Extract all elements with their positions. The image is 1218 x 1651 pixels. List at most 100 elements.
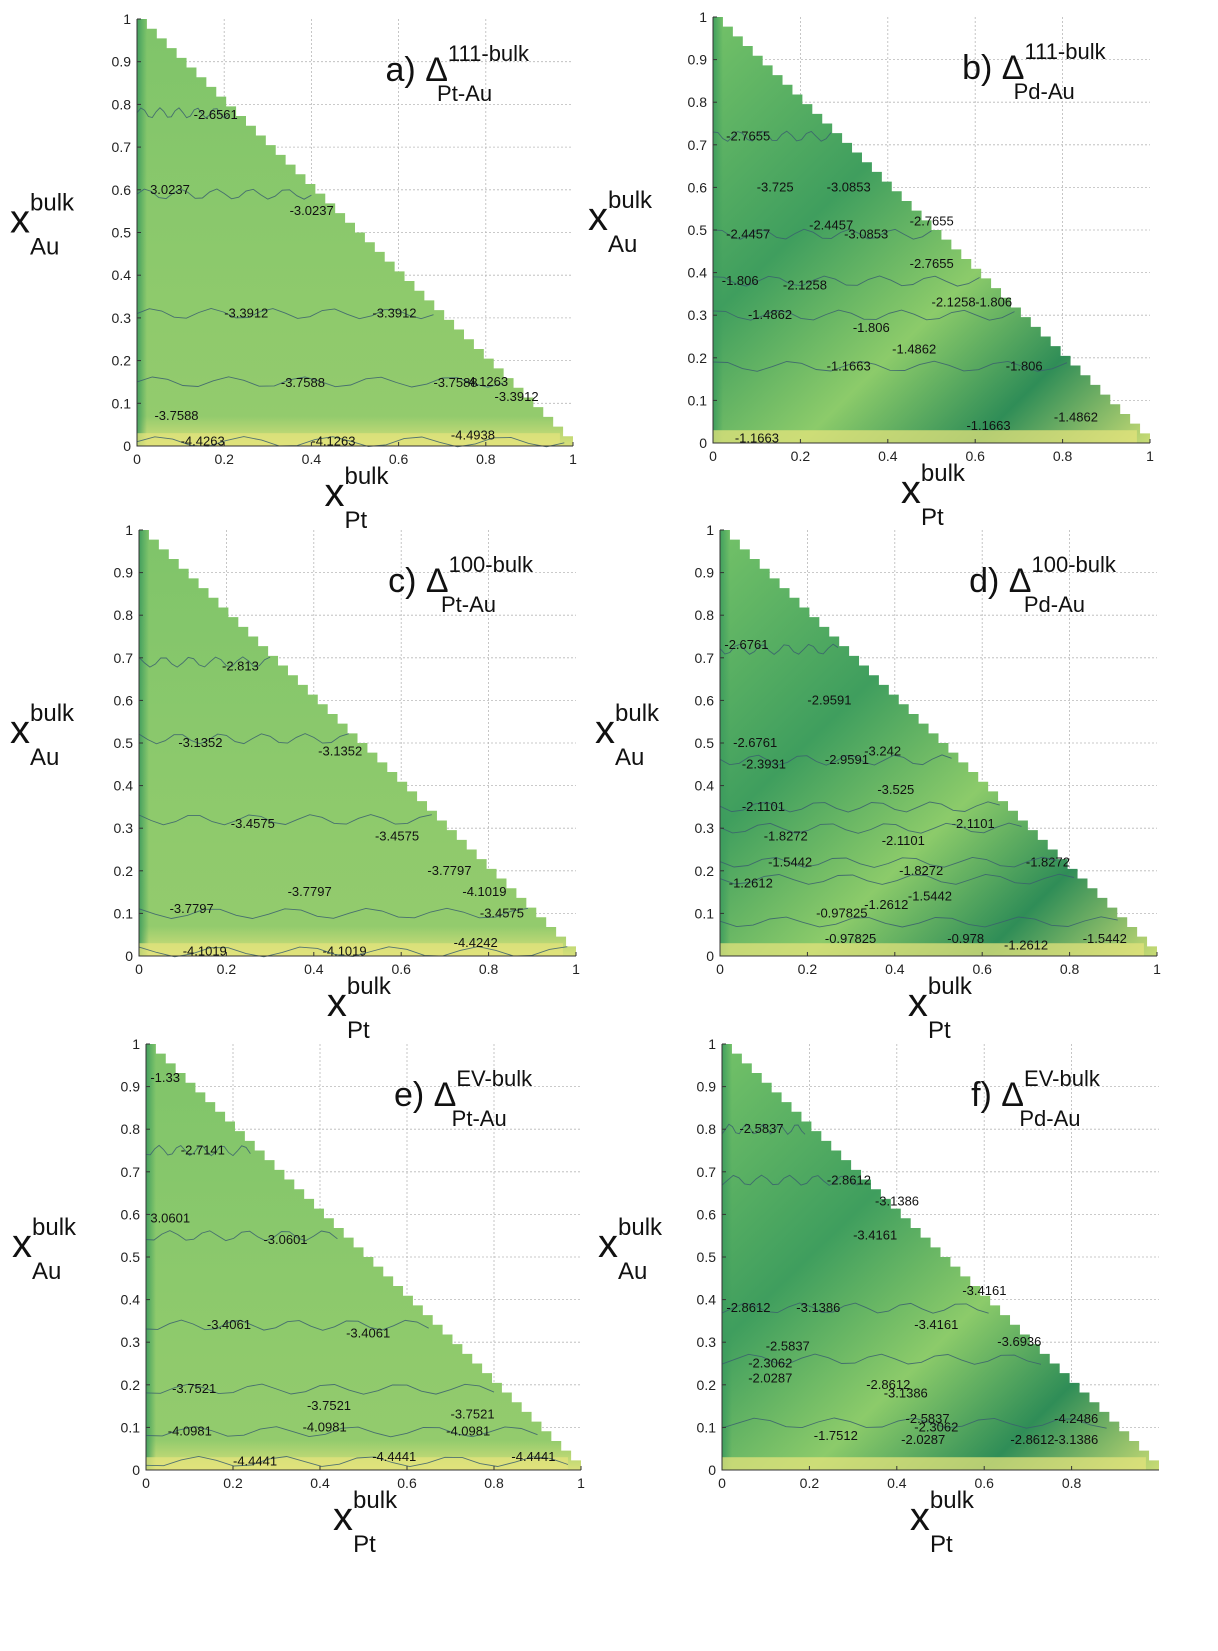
x-tick-label: 0.4 <box>885 961 905 977</box>
y-tick-label: 0.6 <box>688 179 708 195</box>
left-edge-shading <box>146 1044 156 1470</box>
y-tick-label: 0.2 <box>688 350 708 366</box>
contour-label: 3.0237 <box>150 182 190 197</box>
contour-line <box>145 1230 338 1242</box>
x-tick-label: 0 <box>716 961 724 977</box>
panel-title: a) Δ111-bulk Pt-Au <box>386 41 531 106</box>
x-axis-label: xbulk Pt <box>901 460 966 531</box>
y-tick-label: 0.9 <box>114 565 134 581</box>
y-tick-label: 0.5 <box>697 1249 717 1265</box>
contour-label: -3.7521 <box>451 1407 495 1422</box>
contour-label: -1.5442 <box>768 854 812 869</box>
contour-label: -3.0853 <box>827 179 871 194</box>
y-tick-label: 0.2 <box>114 863 134 879</box>
contour-line <box>719 856 1057 868</box>
contour-label: -3.7588 <box>281 375 325 390</box>
y-tick-label: 0.1 <box>697 1419 717 1435</box>
panel-d: -2.6761-2.6761-2.9591-2.3931 -2.9591-3.24… <box>595 522 1161 1044</box>
contour-line <box>145 1426 538 1438</box>
panel-f: -2.5837-2.8612-3.1386-3.4161-2.8612 -3.13… <box>598 1036 1159 1558</box>
x-tick-label: 0.6 <box>391 961 411 977</box>
y-tick-label: 1 <box>123 11 131 27</box>
bottom-edge-band <box>722 1457 1146 1470</box>
contour-label: -1.1663 <box>827 358 871 373</box>
contour-label: -3.0237 <box>290 203 334 218</box>
contour-line <box>138 656 271 668</box>
y-tick-label: 0.7 <box>112 139 132 155</box>
y-tick-label: 0.2 <box>697 1377 717 1393</box>
x-tick-label: 1 <box>1146 448 1154 464</box>
contour-label: 3.0601 <box>150 1211 190 1226</box>
contour-line <box>138 733 349 745</box>
panel-title: b) Δ111-bulk Pd-Au <box>962 39 1107 104</box>
contour-line <box>719 754 952 766</box>
contour-label: -3.725 <box>757 179 794 194</box>
y-tick-label: 0.7 <box>114 650 134 666</box>
x-tick-label: 0.4 <box>310 1475 330 1491</box>
panel-title: e) ΔEV-bulk Pt-Au <box>394 1066 533 1131</box>
contour-label: -3.1386 <box>875 1194 919 1209</box>
contour-label: -1.33 <box>150 1070 180 1085</box>
y-tick-label: 0.9 <box>688 52 708 68</box>
left-edge-shading <box>137 19 147 446</box>
contour-label: -1.5442 <box>908 888 952 903</box>
contour-label: -3.3912 <box>372 306 416 321</box>
x-tick-label: 0.6 <box>974 1475 994 1491</box>
contour-label: -2.4457 <box>809 218 853 233</box>
y-tick-label: 0.4 <box>121 1292 141 1308</box>
contour-label: -2.0287 <box>901 1432 945 1447</box>
y-tick-label: 0.8 <box>695 607 715 623</box>
contour-label: -4.4441 <box>233 1453 277 1468</box>
y-tick-label: 0.4 <box>688 265 708 281</box>
contour-label: -1.2612 <box>1004 937 1048 952</box>
y-tick-label: 0.4 <box>114 778 134 794</box>
left-edge-shading <box>722 1044 732 1470</box>
contour-line <box>712 360 1068 372</box>
panel-b: -2.7655-3.0853-3.725-2.4457-2.4457-3.085… <box>588 9 1154 531</box>
x-tick-label: 0.6 <box>972 961 992 977</box>
surface-fill <box>139 530 576 956</box>
x-tick-label: 0.4 <box>878 448 898 464</box>
contour-label: -3.1352 <box>318 744 362 759</box>
y-tick-label: 0.3 <box>112 310 132 326</box>
contour-label: -2.8612 <box>827 1172 871 1187</box>
contour-label: -2.1101 <box>952 816 995 831</box>
y-tick-label: 0.9 <box>695 565 715 581</box>
contour-label: -1.806 <box>975 294 1012 309</box>
contour-label: -2.1258 <box>932 294 976 309</box>
contour-label: -1.8272 <box>899 863 943 878</box>
contour-label: -3.4575 <box>375 829 419 844</box>
y-tick-label: 0.9 <box>121 1079 141 1095</box>
contour-label: -4.1019 <box>183 944 227 959</box>
contour-label: -1.806 <box>853 320 890 335</box>
contour-label: -4.0981 <box>303 1419 347 1434</box>
surface-fill <box>146 1044 581 1470</box>
y-tick-label: 0.3 <box>121 1334 141 1350</box>
contour-label: -0.97825 <box>816 905 867 920</box>
contour-label: -2.8612 <box>866 1377 910 1392</box>
x-tick-label: 0.6 <box>389 451 409 467</box>
panel-title: d) Δ100-bulk Pd-Au <box>969 552 1117 617</box>
x-axis-label: xbulk Pt <box>910 1487 975 1558</box>
y-tick-label: 0.8 <box>121 1121 141 1137</box>
x-tick-label: 0.2 <box>798 961 818 977</box>
y-tick-label: 0 <box>125 948 133 964</box>
contour-label: -3.242 <box>864 744 901 759</box>
contour-label: -3.4575 <box>231 816 275 831</box>
x-tick-label: 0.8 <box>1060 961 1080 977</box>
y-tick-label: 0.2 <box>695 863 715 879</box>
y-tick-label: 0.5 <box>112 225 132 241</box>
y-tick-label: 0.6 <box>121 1206 141 1222</box>
contour-label: -1.806 <box>1006 358 1043 373</box>
panel-a: -2.6561 -3.0237 3.0237 -3.3912 -3.3912 -3.758… <box>10 11 577 534</box>
y-tick-label: 0.1 <box>114 905 134 921</box>
contour-label: -2.6761 <box>724 637 768 652</box>
bottom-edge-band <box>146 1457 568 1470</box>
y-axis-label: xbulk Au <box>10 190 75 261</box>
contour-label: -3.7588 <box>433 375 477 390</box>
x-tick-label: 0.8 <box>476 451 496 467</box>
contour-line <box>145 1144 251 1157</box>
y-tick-label: 0 <box>699 435 707 451</box>
y-tick-label: 0 <box>706 948 714 964</box>
